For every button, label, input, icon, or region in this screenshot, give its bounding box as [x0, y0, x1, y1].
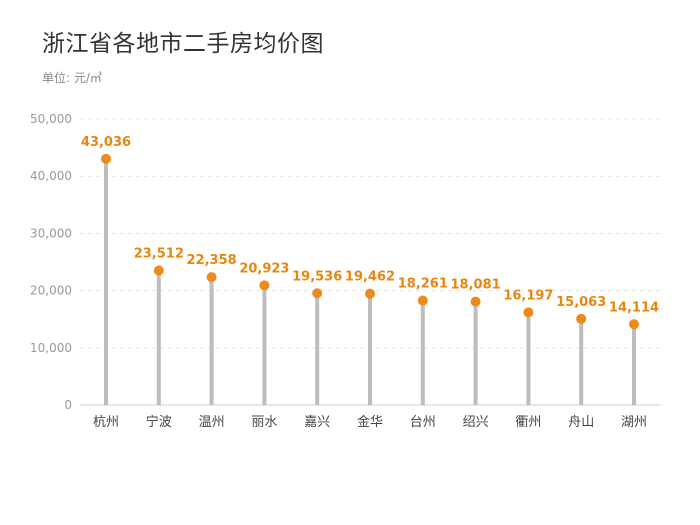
lollipop-point: [101, 153, 111, 164]
lollipop-point: [153, 265, 164, 276]
x-tick-label: 金华: [357, 414, 383, 430]
value-label: 16,197: [503, 288, 553, 303]
lollipop-point: [312, 288, 323, 299]
value-label: 18,261: [398, 277, 448, 292]
y-tick-label: 0: [64, 398, 72, 412]
y-tick-label: 30,000: [30, 226, 72, 240]
x-tick-label: 台州: [410, 415, 436, 430]
y-tick-label: 20,000: [30, 284, 72, 298]
value-label: 15,063: [556, 295, 606, 310]
value-label: 19,462: [345, 270, 395, 285]
chart-title: 浙江省各地市二手房均价图: [42, 31, 324, 57]
lollipop-point: [470, 296, 481, 307]
value-label: 19,536: [292, 269, 342, 284]
unit-label: 单位: 元/㎡: [42, 71, 102, 85]
x-tick-label: 宁波: [146, 414, 172, 430]
x-tick-label: 衢州: [515, 415, 541, 430]
lollipop-point: [629, 319, 639, 330]
x-tick-label: 温州: [199, 415, 225, 430]
y-tick-label: 40,000: [30, 169, 72, 183]
x-tick-label: 嘉兴: [304, 415, 330, 430]
value-label: 23,512: [134, 247, 184, 262]
lollipop-point: [576, 313, 587, 324]
value-label: 18,081: [451, 278, 501, 293]
value-label: 22,358: [187, 253, 237, 268]
lollipop-point: [365, 288, 375, 299]
x-tick-label: 舟山: [568, 415, 594, 430]
x-tick-label: 杭州: [93, 415, 119, 430]
x-tick-label: 绍兴: [463, 415, 489, 430]
value-label: 20,923: [239, 261, 289, 276]
value-label: 43,036: [81, 135, 131, 150]
lollipop-point: [417, 295, 428, 306]
lollipop-point: [523, 307, 534, 318]
x-tick-label: 丽水: [251, 415, 277, 430]
y-tick-label: 50,000: [30, 112, 72, 126]
y-tick-label: 10,000: [30, 341, 72, 355]
lollipop-point: [206, 272, 217, 283]
value-label: 14,114: [609, 300, 659, 315]
x-tick-label: 湖州: [621, 415, 647, 430]
lollipop-point: [259, 280, 270, 291]
